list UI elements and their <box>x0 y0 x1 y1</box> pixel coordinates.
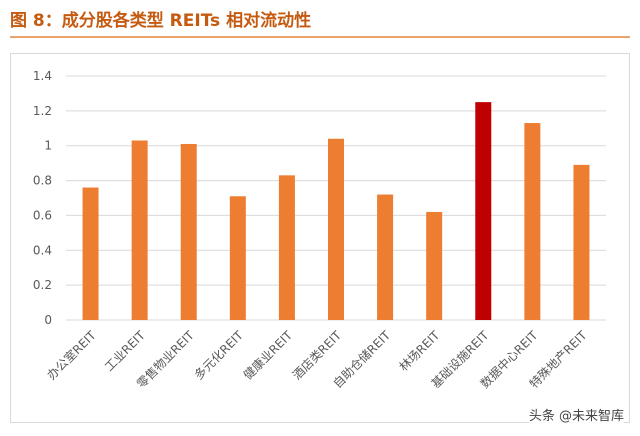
x-axis-ticks: 办公室REIT 工业REIT零售物业REIT多元化REIT健康业REIT酒店类RE… <box>44 327 590 391</box>
grid-lines <box>66 75 606 321</box>
y-tick-label: 0.6 <box>33 208 52 222</box>
bars <box>82 102 590 321</box>
bar-10 <box>524 123 541 320</box>
y-tick-label: 1 <box>44 139 52 153</box>
y-tick-label: 1.4 <box>33 69 52 83</box>
y-tick-label: 0.2 <box>33 278 52 292</box>
y-axis-ticks: 0 0.2 0.4 0.6 0.8 1 1.2 1.4 <box>33 69 52 327</box>
title-divider <box>10 36 630 38</box>
x-tick-label: 工业REIT <box>102 328 148 374</box>
y-tick-label: 0.4 <box>33 243 52 257</box>
page-title: 图 8：成分股各类型 REITs 相对流动性 <box>10 11 312 31</box>
x-tick-label: 健康业REIT <box>240 327 295 382</box>
x-tick-label: 林场REIT <box>396 328 442 374</box>
y-tick-label: 0.8 <box>33 174 52 188</box>
bar-2 <box>131 140 148 320</box>
bar-4 <box>229 196 246 320</box>
watermark: 头条 @未来智库 <box>528 405 624 424</box>
bar-8 <box>426 211 443 320</box>
bar-3 <box>180 143 197 320</box>
x-tick-label: 办公室REIT <box>44 327 99 382</box>
y-tick-label: 1.2 <box>33 104 52 118</box>
chart-frame <box>10 53 630 423</box>
bar-6 <box>328 138 344 320</box>
bar-1 <box>82 187 99 320</box>
x-tick-label: 多元化REIT <box>192 328 247 383</box>
bar-5 <box>278 175 295 320</box>
bar-9 <box>475 102 492 321</box>
bar-11 <box>573 164 590 320</box>
y-tick-label: 0 <box>44 313 52 327</box>
bar-7 <box>377 194 394 320</box>
